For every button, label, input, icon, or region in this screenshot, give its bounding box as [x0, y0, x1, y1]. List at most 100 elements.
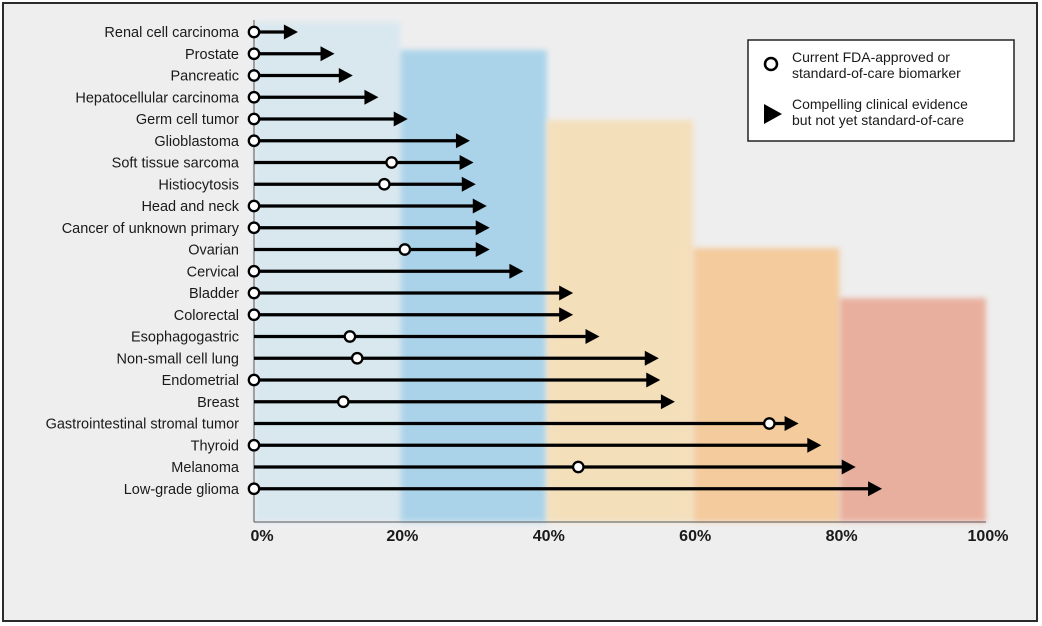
legend-triangle-line-2: but not yet standard-of-care: [792, 112, 964, 128]
category-label: Bladder: [189, 286, 239, 302]
row-colorectal: Colorectal: [174, 307, 574, 324]
approved-marker: [247, 308, 261, 322]
category-label: Low-grade glioma: [124, 482, 240, 498]
x-axis-ticks: 0% 20% 40% 60% 80% 100%: [250, 528, 1008, 545]
row-breast: Breast: [197, 394, 675, 411]
category-label: Soft tissue sarcoma: [112, 156, 240, 172]
approved-marker: [336, 395, 350, 409]
row-ovarian: Ovarian: [188, 242, 490, 259]
background-bands: [254, 22, 986, 522]
row-histiocytosis: Histiocytosis: [158, 176, 476, 193]
approved-marker: [247, 373, 261, 387]
evidence-arrowhead: [393, 111, 408, 127]
x-tick-label-1: 20%: [386, 528, 418, 545]
approved-marker: [247, 112, 261, 126]
evidence-arrowhead: [784, 416, 799, 431]
evidence-arrowhead: [472, 198, 487, 214]
x-tick-label-4: 80%: [826, 528, 858, 545]
band-3: [693, 248, 840, 522]
category-label: Renal cell carcinoma: [104, 25, 240, 41]
approved-marker: [343, 330, 357, 343]
band-1: [400, 50, 547, 522]
legend-circle-line-1: Current FDA-approved or: [792, 49, 950, 65]
row-germ-cell-tumor: Germ cell tumor: [136, 111, 408, 128]
category-label: Cervical: [187, 264, 239, 280]
category-label: Hepatocellular carcinoma: [75, 90, 240, 106]
evidence-arrowhead: [461, 176, 476, 192]
row-esophagogastric: Esophagogastric: [131, 329, 600, 346]
category-label: Gastrointestinal stromal tumor: [46, 417, 240, 433]
row-low-grade-glioma: Low-grade glioma: [124, 481, 883, 498]
category-label: Colorectal: [174, 308, 239, 324]
approved-marker: [247, 286, 261, 300]
x-tick-label-3: 60%: [679, 528, 711, 545]
approved-marker: [247, 25, 261, 39]
legend-circle-marker: [763, 56, 779, 72]
row-cancer-of-unknown-primary: Cancer of unknown primary: [62, 220, 490, 237]
evidence-arrowhead: [475, 220, 490, 236]
row-endometrial: Endometrial: [162, 372, 661, 389]
evidence-arrowhead: [807, 437, 822, 453]
evidence-arrowhead: [559, 285, 574, 301]
approved-marker: [247, 69, 261, 82]
evidence-arrowhead: [283, 24, 298, 40]
approved-marker: [385, 156, 398, 169]
x-tick-label-2: 40%: [533, 528, 565, 545]
x-tick-label-5: 100%: [968, 528, 1009, 545]
legend-triangle-line-1: Compelling clinical evidence: [792, 96, 968, 112]
category-label: Head and neck: [141, 199, 239, 215]
legend-triangle-marker: [764, 104, 782, 124]
band-4: [839, 298, 986, 522]
evidence-arrowhead: [868, 481, 883, 497]
row-prostate: Prostate: [185, 46, 335, 63]
chart-rows: Renal cell carcinoma Prostate Pancreatic He…: [46, 24, 883, 498]
approved-marker: [247, 221, 261, 235]
evidence-arrowhead: [841, 459, 856, 475]
approved-marker: [247, 90, 261, 104]
approved-marker: [762, 417, 776, 430]
category-label: Endometrial: [162, 373, 239, 389]
category-label: Non-small cell lung: [117, 351, 240, 367]
approved-marker: [377, 177, 391, 191]
category-label: Germ cell tumor: [136, 112, 239, 128]
evidence-arrowhead: [559, 307, 574, 323]
evidence-arrowhead: [320, 46, 335, 62]
legend: Current FDA-approved or standard-of-care…: [747, 39, 1015, 142]
row-renal-cell-carcinoma: Renal cell carcinoma: [104, 24, 298, 41]
legend-box: [747, 39, 1015, 142]
category-label: Melanoma: [171, 460, 240, 476]
row-thyroid: Thyroid: [191, 437, 822, 454]
evidence-arrowhead: [364, 89, 379, 105]
approved-marker: [247, 482, 261, 496]
evidence-arrowhead: [660, 394, 675, 410]
category-label: Thyroid: [191, 438, 239, 454]
evidence-arrowhead: [475, 242, 490, 257]
evidence-arrowhead: [459, 155, 474, 170]
band-2: [546, 120, 694, 522]
approved-marker: [247, 134, 261, 148]
row-gastrointestinal-stromal-tumor: Gastrointestinal stromal tumor: [46, 416, 799, 433]
approved-marker: [247, 438, 261, 452]
evidence-arrowhead: [644, 350, 659, 366]
category-label: Breast: [197, 395, 239, 411]
category-label: Prostate: [185, 47, 239, 63]
row-cervical: Cervical: [187, 263, 524, 280]
row-glioblastoma: Glioblastoma: [154, 133, 470, 150]
x-tick-label-0: 0%: [250, 528, 273, 545]
approved-marker: [247, 47, 261, 61]
row-melanoma: Melanoma: [171, 459, 856, 476]
category-label: Cancer of unknown primary: [62, 221, 240, 237]
evidence-arrowhead: [646, 372, 661, 388]
category-label: Ovarian: [188, 243, 239, 259]
row-hepatocellular-carcinoma: Hepatocellular carcinoma: [75, 89, 379, 106]
category-label: Histiocytosis: [158, 177, 239, 193]
category-label: Glioblastoma: [154, 134, 240, 150]
category-label: Pancreatic: [170, 69, 239, 85]
approved-marker: [247, 264, 261, 278]
evidence-arrowhead: [338, 68, 353, 83]
approved-marker: [350, 351, 364, 365]
approved-marker: [398, 243, 412, 256]
legend-circle-line-2: standard-of-care biomarker: [792, 65, 961, 81]
row-non-small-cell-lung: Non-small cell lung: [117, 350, 659, 367]
